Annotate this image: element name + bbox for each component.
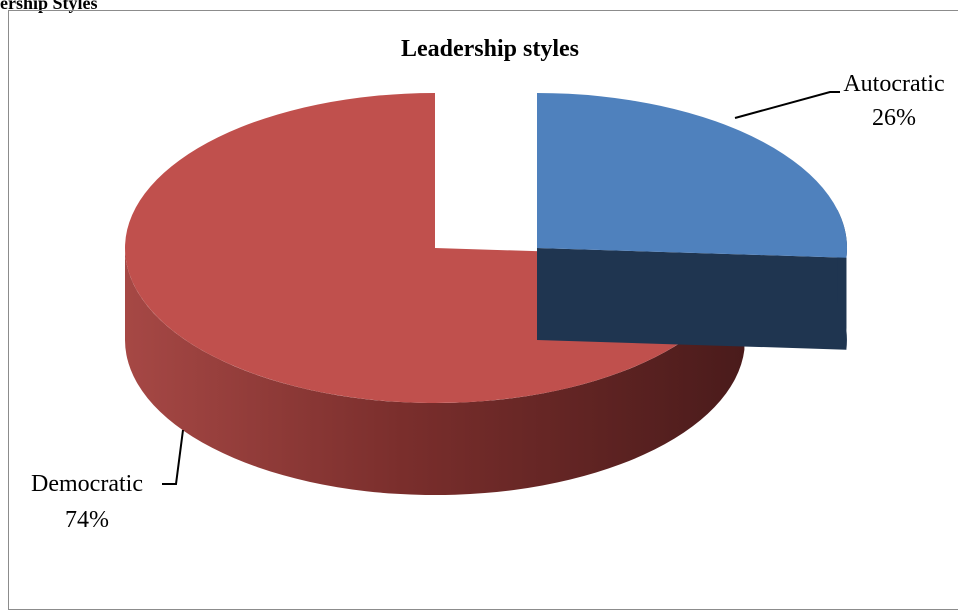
data-label-autocratic-name: Autocratic (843, 71, 944, 97)
slice-autocratic-top (537, 93, 848, 258)
data-label-democratic-name: Democratic (31, 471, 143, 497)
slice-autocratic-side (537, 248, 847, 350)
slice-autocratic (537, 93, 848, 350)
chart-title: Leadership styles (401, 36, 579, 62)
data-label-democratic-pct: 74% (65, 507, 109, 533)
figure-caption: ership Styles (0, 0, 98, 13)
leader-line-autocratic (734, 91, 840, 119)
data-label-autocratic-pct: 26% (872, 105, 916, 131)
slice-democratic-side (124, 248, 745, 496)
leader-line-democratic (162, 429, 184, 485)
pie-chart: Leadership styles Autocratic 26% Democra… (31, 36, 945, 533)
